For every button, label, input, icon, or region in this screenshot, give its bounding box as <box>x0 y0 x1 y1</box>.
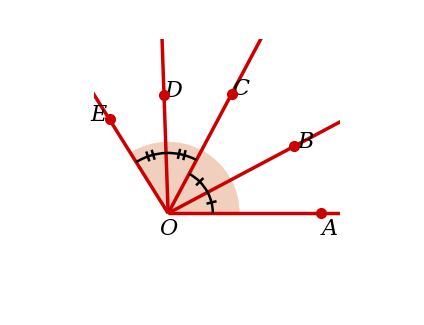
Text: B: B <box>297 131 313 153</box>
Text: E: E <box>90 104 106 126</box>
Text: A: A <box>321 218 338 240</box>
Text: D: D <box>164 80 182 102</box>
Wedge shape <box>130 142 240 213</box>
Text: O: O <box>159 218 177 240</box>
Text: C: C <box>232 78 249 100</box>
